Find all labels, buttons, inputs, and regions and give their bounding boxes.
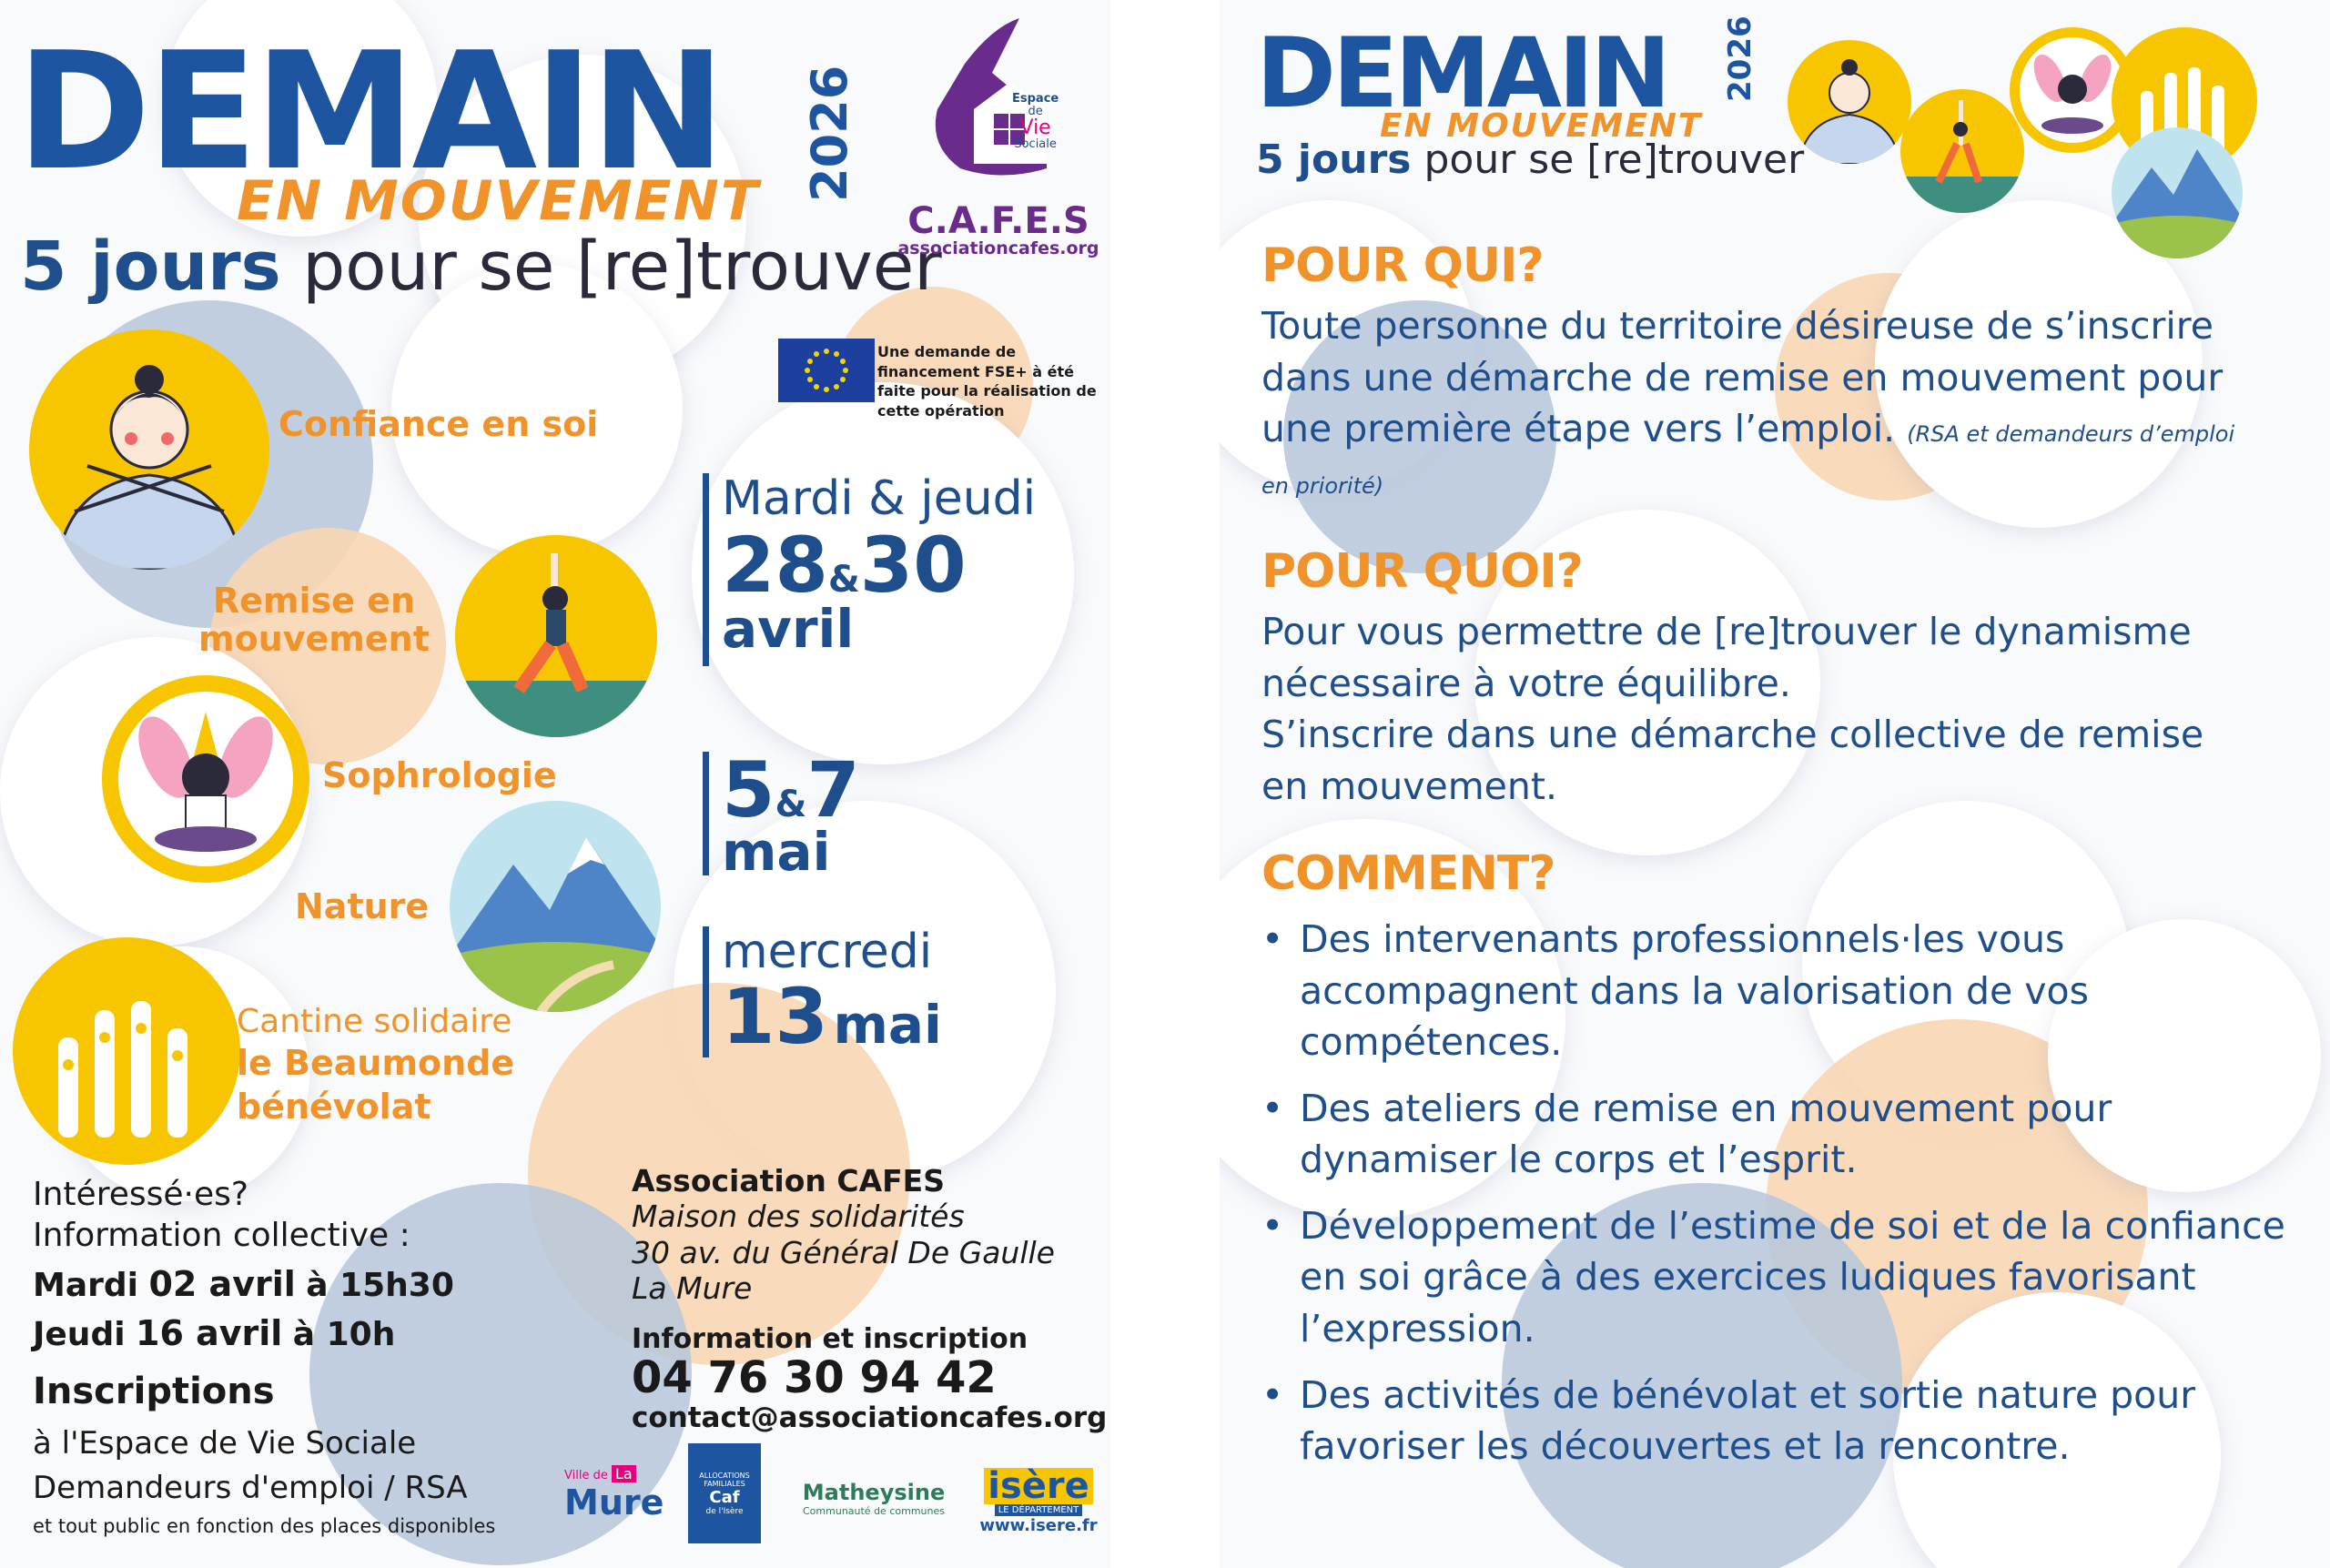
tagline-bold: 5 jours [20, 228, 281, 306]
cafes-site: associationcafes.org [897, 238, 1099, 258]
espace-label: Espace de Vie Sociale [1012, 92, 1059, 152]
section-text-qui: Toute personne du territoire désireuse d… [1261, 304, 2235, 499]
meditation-icon [102, 675, 309, 883]
section-heading-quoi: POUR QUOI? [1261, 544, 1584, 599]
date-numbers: 13 mai [722, 972, 942, 1062]
meditation-icon [2010, 27, 2135, 153]
bg-bubble [164, 0, 437, 237]
date-block-april: Mardi & jeudi 28&30 avril [703, 471, 1037, 666]
list-item: Des activités de bénévolat et sortie nat… [1261, 1370, 2299, 1472]
bg-bubble [692, 382, 1074, 764]
la-mure-logo: Ville de La Mure [564, 1464, 664, 1522]
list-item: Développement de l’estime de soi et de l… [1261, 1200, 2299, 1355]
date-numbers: 28&30 [722, 521, 967, 611]
date-numbers: 5&7 [722, 745, 860, 835]
mountain-landscape-icon [2112, 127, 2243, 258]
person-arms-crossed-icon [1788, 40, 1911, 164]
comment-list: Des intervenants professionnels·les vous… [1261, 914, 2299, 1487]
tagline: 5 jours pour se [re]trouver [1256, 137, 1805, 183]
cafes-name: C.A.F.E.S [907, 200, 1089, 242]
bg-bubble [1875, 200, 2203, 528]
house-hand-icon [935, 18, 1047, 176]
theme-confiance: Confiance en soi [279, 404, 599, 444]
subtitle: EN MOUVEMENT [1380, 107, 1703, 145]
section-heading-qui: POUR QUI? [1261, 238, 1545, 293]
mountain-landscape-icon [450, 801, 661, 1012]
list-item: Des ateliers de remise en mouvement pour… [1261, 1083, 2299, 1186]
year-label: 2026 [1722, 15, 1758, 102]
address-block: Association CAFES Maison des solidarités… [632, 1163, 1055, 1355]
isere-logo: isère LE DÉPARTEMENT www.isere.fr [979, 1465, 1098, 1535]
bg-bubble [309, 1183, 692, 1565]
theme-nature: Nature [295, 886, 430, 926]
section-heading-comment: COMMENT? [1261, 846, 1556, 901]
fse-note: Une demande de financement FSE+ à été fa… [877, 343, 1097, 420]
yoga-pose-icon [455, 535, 657, 737]
phone-number[interactable]: 04 76 30 94 42 [632, 1352, 997, 1403]
theme-sophrologie: Sophrologie [322, 755, 557, 795]
main-title: DEMAIN [1256, 17, 1671, 129]
bg-bubble [1283, 300, 1556, 573]
info-collective: Intéressé·es? Information collective : M… [33, 1176, 454, 1353]
main-title: DEMAIN [16, 17, 725, 206]
date-block-may: 5&7 mai [703, 745, 860, 883]
eu-flag-icon [778, 339, 875, 402]
theme-remise: Remise en mouvement [198, 581, 430, 659]
email-link[interactable]: contact@associationcafes.org [632, 1401, 1108, 1434]
year-label: 2026 [801, 65, 858, 202]
person-arms-crossed-icon [29, 329, 269, 570]
theme-cantine: Cantine solidaire le Beaumonde bénévolat [237, 1003, 515, 1127]
bg-bubble [391, 264, 683, 555]
inscriptions: Inscriptions à l'Espace de Vie Sociale D… [33, 1371, 496, 1537]
flyer-back: DEMAIN 2026 EN MOUVEMENT 5 jours pour se… [1220, 0, 2330, 1568]
raised-hands-icon [13, 937, 240, 1165]
date-month: mai [722, 821, 831, 883]
yoga-pose-icon [1900, 89, 2024, 213]
tagline: 5 jours pour se [re]trouver [20, 228, 942, 306]
matheysine-logo: Matheysine Communauté de communes [802, 1479, 946, 1517]
flyer-front: DEMAIN 2026 EN MOUVEMENT 5 jours pour se… [0, 0, 1110, 1568]
date-block-wednesday: mercredi 13 mai [703, 926, 942, 1057]
list-item: Des intervenants professionnels·les vous… [1261, 914, 2299, 1068]
cafes-logo: Espace de Vie Sociale C.A.F.E.S associat… [897, 9, 1099, 258]
date-month: avril [722, 598, 855, 661]
tagline-rest: pour se [re]trouver [302, 228, 942, 306]
date-days: Mardi & jeudi [722, 471, 1037, 526]
subtitle: EN MOUVEMENT [237, 169, 760, 233]
date-day: mercredi [722, 925, 933, 979]
bg-bubble [1474, 510, 1820, 855]
caf-logo: ALLOCATIONS FAMILIALES Caf de l'Isère [688, 1443, 761, 1543]
section-text-quoi: Pour vous permettre de [re]trouver le dy… [1261, 610, 2204, 808]
